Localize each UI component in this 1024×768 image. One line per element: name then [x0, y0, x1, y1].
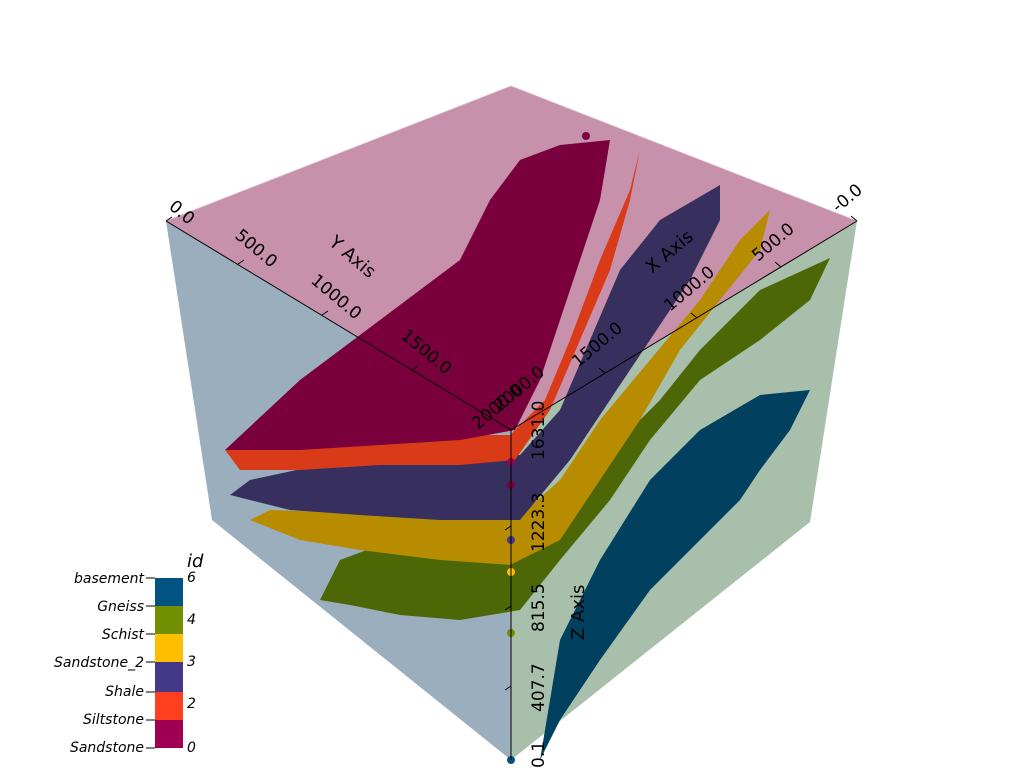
legend-label-sandstone-2: Sandstone_2: [54, 655, 144, 671]
x-tick-0: -0.0: [828, 180, 866, 217]
legend-value-2: 2: [187, 696, 196, 712]
legend-label-gneiss: Gneiss: [97, 599, 144, 615]
z-axis-ticks: 0.1 407.7 815.5 1223.3 1631.0: [529, 401, 549, 768]
axes-lines: [165, 85, 858, 760]
layer-gneiss-surface: [320, 258, 830, 620]
legend-swatch-schist: [155, 634, 183, 662]
legend-value-0: 0: [187, 740, 196, 756]
z-tick-2: 815.5: [529, 583, 549, 632]
z-tick-4: 1631.0: [529, 401, 549, 460]
marker-sandstone: [582, 132, 590, 140]
z-tick-1: 407.7: [529, 663, 549, 712]
legend-label-basement: basement: [74, 571, 144, 587]
legend-swatch-gneiss: [155, 606, 183, 634]
legend-swatch-siltstone: [155, 692, 183, 720]
y-axis-line: [165, 220, 512, 431]
legend-swatch-basement: [155, 578, 183, 606]
legend-label-siltstone: Siltstone: [83, 712, 144, 728]
legend-value-6: 6: [187, 570, 196, 586]
legend-swatch-sandstone: [155, 720, 183, 748]
z-tick-3: 1223.3: [529, 493, 549, 552]
layer-sandstone-surface: [225, 140, 610, 450]
legend-swatch-shale: [155, 662, 183, 692]
legend-value-3: 3: [187, 654, 196, 670]
layer-sandstone2-surface: [250, 210, 770, 565]
x-axis-line: [510, 220, 858, 431]
z-tick-0: 0.1: [529, 741, 549, 768]
legend-label-shale: Shale: [105, 684, 144, 700]
layer-basement-surface: [540, 390, 810, 760]
legend: id basement Gneiss Schist Sandstone_2 Sh…: [54, 551, 204, 756]
legend-label-schist: Schist: [102, 627, 145, 643]
legend-value-4: 4: [187, 612, 196, 628]
legend-title: id: [187, 551, 204, 572]
legend-label-sandstone: Sandstone: [70, 740, 144, 756]
z-axis-title: Z Axis: [568, 585, 589, 640]
